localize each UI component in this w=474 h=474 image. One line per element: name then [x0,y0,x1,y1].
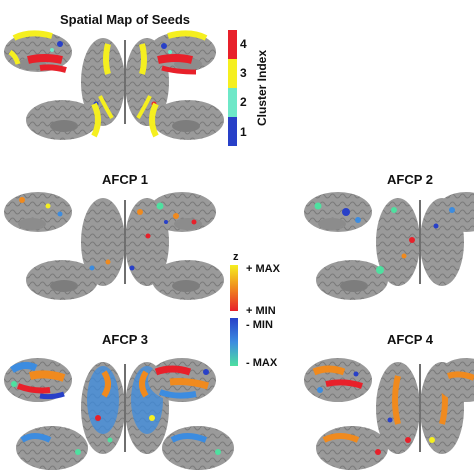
brain-medial-left [26,100,101,140]
brain-lateral-left [304,358,372,402]
z-legend-title: z [233,251,239,263]
cluster-legend: 4 3 2 1 Cluster Index [228,30,269,146]
cluster-swatch-3 [228,59,237,88]
brain-lateral-left [4,358,72,402]
brain-lateral-right [436,358,474,402]
panel-afcp2-title: AFCP 2 [387,172,433,187]
cluster-tick-2: 2 [240,95,247,109]
z-label-pos-max: + MAX [246,263,281,275]
cluster-legend-title: Cluster Index [255,50,269,126]
cluster-swatch-2 [228,88,237,117]
cluster-swatch-1 [228,117,237,146]
panel-afcp3-title: AFCP 3 [102,332,148,347]
panel-seeds-title: Spatial Map of Seeds [60,12,190,27]
brain-lateral-right [436,192,474,232]
z-legend: z + MAX + MIN - MIN - MAX [230,251,281,369]
panel-afcp4: AFCP 4 [304,332,474,470]
panel-afcp2: AFCP 2 [304,172,474,300]
brain-dorsal [81,362,169,454]
brain-lateral-right [148,192,216,232]
brain-medial-left [16,426,88,470]
panel-seeds: Spatial Map of Seeds [4,12,224,140]
brain-medial-left [26,260,98,300]
panel-afcp3: AFCP 3 [4,332,234,470]
brain-lateral-left [4,192,72,232]
brain-medial-right [152,260,224,300]
panel-afcp1-title: AFCP 1 [102,172,148,187]
cluster-swatch-4 [228,30,237,59]
cluster-tick-1: 1 [240,125,247,139]
brain-medial-right [162,426,234,470]
brain-dorsal [81,38,169,126]
z-colorbar-negative [230,318,238,366]
brain-lateral-left [4,30,72,73]
brain-medial-right [149,100,224,140]
brain-lateral-left [304,192,372,232]
brain-medial-left [316,260,388,300]
cluster-tick-3: 3 [240,66,247,80]
z-label-neg-min: - MIN [246,319,273,331]
brain-medial-left [316,426,388,470]
brain-lateral-right [148,358,216,402]
panel-afcp4-title: AFCP 4 [387,332,434,347]
cluster-tick-4: 4 [240,37,247,51]
z-colorbar-positive [230,265,238,311]
brain-dorsal [376,362,464,454]
z-label-pos-min: + MIN [246,305,276,317]
brain-lateral-right [148,30,216,75]
panel-afcp1: AFCP 1 [4,172,224,300]
z-label-neg-max: - MAX [246,357,278,369]
